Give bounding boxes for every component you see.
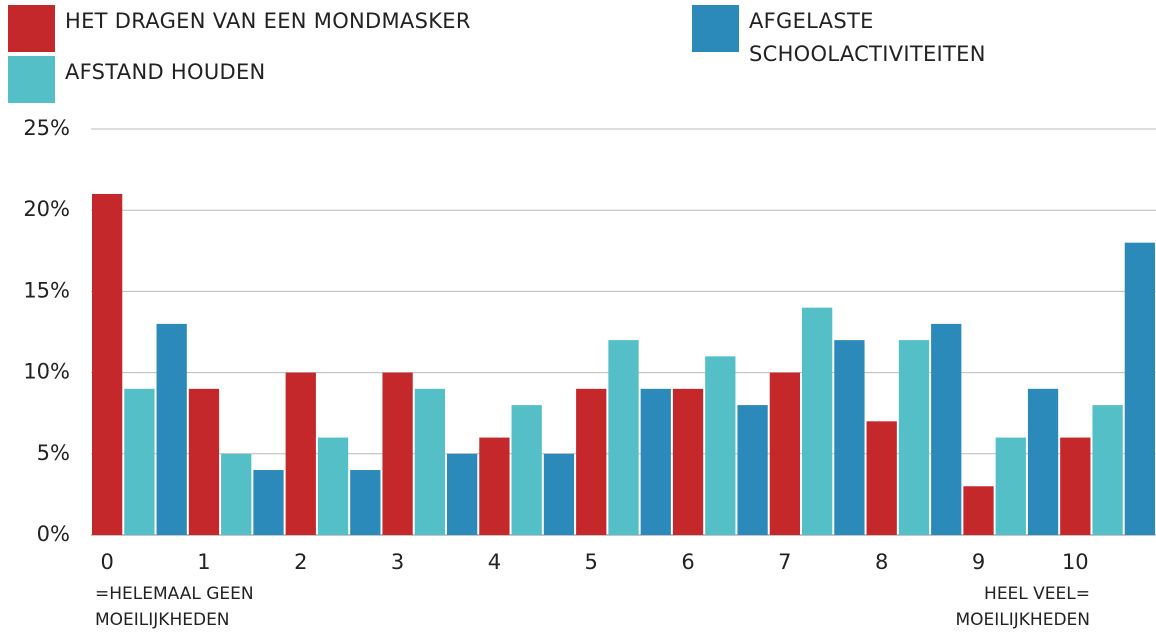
- x-tick-label: 2: [294, 550, 307, 574]
- bar: [350, 470, 381, 535]
- bar: [1124, 242, 1155, 535]
- legend-item: HET DRAGEN VAN EEN MONDMASKER: [8, 5, 471, 52]
- x-note: HEEL VEEL=: [984, 584, 1090, 604]
- legend-swatch: [8, 5, 55, 52]
- bar: [188, 388, 220, 535]
- x-tick-label: 4: [488, 550, 501, 574]
- bar: [640, 388, 671, 535]
- legend-item: AFSTAND HOUDEN: [8, 56, 266, 103]
- bar: [995, 437, 1026, 535]
- x-tick-label: 7: [778, 550, 791, 574]
- x-note: MOEILIJKHEDEN: [955, 610, 1090, 630]
- y-tick-label: 5%: [37, 441, 70, 465]
- bar: [253, 470, 284, 535]
- bar: [447, 453, 478, 535]
- bar: [608, 340, 639, 535]
- x-note: MOEILIJKHEDEN: [95, 610, 230, 630]
- bar: [1027, 388, 1059, 535]
- legend-label: AFGELASTE SCHOOLACTIVITEITEN: [749, 9, 986, 66]
- bar: [1060, 437, 1091, 535]
- bar: [285, 372, 316, 535]
- x-tick-label: 10: [1062, 550, 1089, 574]
- bar: [124, 388, 155, 535]
- bar: [898, 340, 930, 535]
- legend-label: HET DRAGEN VAN EEN MONDMASKER: [65, 9, 471, 33]
- bar: [737, 405, 768, 535]
- bar: [156, 323, 187, 535]
- bar: [705, 356, 736, 535]
- bar: [92, 193, 123, 535]
- x-tick-label: 0: [100, 550, 113, 574]
- x-tick-label: 6: [681, 550, 694, 574]
- bar: [1092, 405, 1123, 535]
- x-tick-label: 5: [585, 550, 598, 574]
- bar: [834, 340, 865, 535]
- bar: [576, 388, 607, 535]
- bar: [931, 323, 962, 535]
- x-note: =HELEMAAL GEEN: [95, 584, 254, 604]
- bar: [317, 437, 349, 535]
- bar: [802, 307, 833, 535]
- x-tick-label: 3: [391, 550, 404, 574]
- legend-label: AFSTAND HOUDEN: [65, 60, 266, 84]
- bar: [543, 453, 575, 535]
- y-tick-label: 10%: [23, 360, 70, 384]
- bar: [479, 437, 510, 535]
- y-tick-label: 20%: [23, 197, 70, 221]
- x-tick-label: 9: [972, 550, 985, 574]
- bar: [866, 421, 897, 535]
- x-tick-label: 8: [875, 550, 888, 574]
- bar: [511, 405, 542, 535]
- y-tick-label: 0%: [37, 522, 70, 546]
- legend-swatch: [8, 56, 55, 103]
- bar: [414, 388, 445, 535]
- bar: [672, 388, 704, 535]
- x-tick-label: 1: [197, 550, 210, 574]
- legend-item: AFGELASTE SCHOOLACTIVITEITEN: [692, 5, 1079, 71]
- bar: [221, 453, 252, 535]
- y-tick-label: 15%: [23, 278, 70, 302]
- bar: [769, 372, 800, 535]
- legend-swatch: [692, 5, 739, 52]
- bar: [382, 372, 413, 535]
- y-tick-label: 25%: [23, 116, 70, 140]
- bar: [963, 486, 994, 535]
